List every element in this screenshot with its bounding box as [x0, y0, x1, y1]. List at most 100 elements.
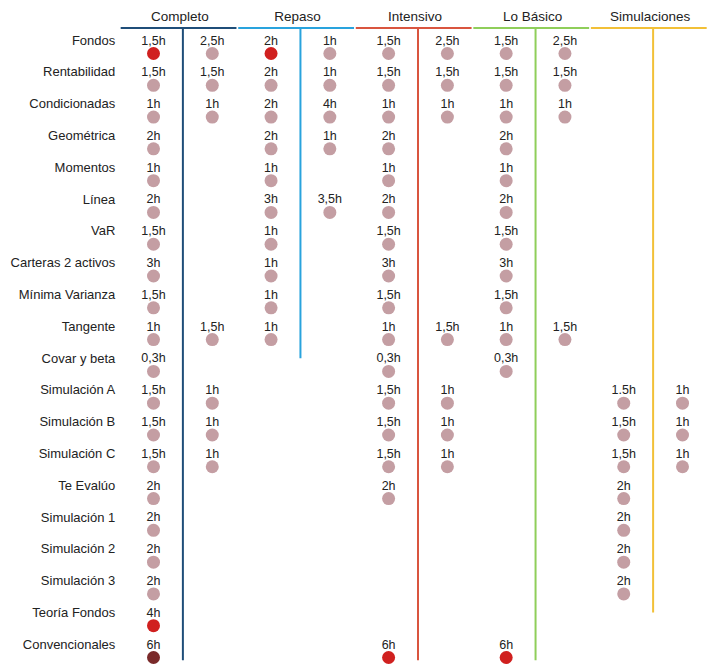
svg-text:1h: 1h: [499, 97, 513, 111]
svg-text:1,5h: 1,5h: [141, 415, 165, 429]
svg-text:6h: 6h: [147, 638, 161, 652]
svg-text:1h: 1h: [264, 320, 278, 334]
svg-text:1,5h: 1,5h: [435, 65, 459, 79]
svg-text:Línea: Línea: [83, 192, 116, 207]
svg-text:Intensivo: Intensivo: [388, 9, 442, 24]
svg-text:1,5h: 1,5h: [376, 65, 400, 79]
svg-text:1,5h: 1,5h: [141, 65, 165, 79]
svg-text:1,5h: 1,5h: [141, 288, 165, 302]
svg-text:Condicionadas: Condicionadas: [29, 96, 116, 111]
svg-text:1,5h: 1,5h: [376, 34, 400, 48]
svg-text:3,5h: 3,5h: [318, 192, 342, 206]
svg-text:1,5h: 1,5h: [553, 320, 577, 334]
svg-text:Simulación B: Simulación B: [39, 414, 115, 429]
svg-text:2h: 2h: [499, 192, 513, 206]
svg-text:6h: 6h: [499, 638, 513, 652]
svg-text:1h: 1h: [147, 320, 161, 334]
svg-text:2h: 2h: [147, 574, 161, 588]
svg-text:Te Evalúo: Te Evalúo: [58, 478, 115, 493]
svg-text:Completo: Completo: [151, 9, 209, 24]
svg-text:1,5h: 1,5h: [141, 447, 165, 461]
svg-text:1,5h: 1,5h: [376, 383, 400, 397]
svg-text:Teoría Fondos: Teoría Fondos: [32, 605, 116, 620]
svg-text:Rentabilidad: Rentabilidad: [43, 64, 115, 79]
svg-text:2h: 2h: [264, 129, 278, 143]
svg-text:2h: 2h: [382, 479, 396, 493]
svg-text:1,5h: 1,5h: [435, 320, 459, 334]
svg-text:1h: 1h: [147, 161, 161, 175]
svg-text:1h: 1h: [676, 383, 690, 397]
svg-text:2h: 2h: [264, 97, 278, 111]
svg-text:1h: 1h: [440, 415, 454, 429]
svg-text:1,5h: 1,5h: [200, 320, 224, 334]
svg-text:1,5h: 1,5h: [376, 224, 400, 238]
svg-text:1h: 1h: [499, 320, 513, 334]
svg-text:1h: 1h: [205, 97, 219, 111]
svg-text:1h: 1h: [147, 97, 161, 111]
svg-text:2h: 2h: [617, 510, 631, 524]
svg-text:1h: 1h: [323, 129, 337, 143]
svg-text:2h: 2h: [382, 192, 396, 206]
svg-text:Simulación C: Simulación C: [39, 446, 116, 461]
svg-text:2h: 2h: [617, 574, 631, 588]
svg-text:6h: 6h: [382, 638, 396, 652]
svg-text:1,5h: 1,5h: [494, 34, 518, 48]
svg-text:1,5h: 1,5h: [376, 415, 400, 429]
svg-text:Geométrica: Geométrica: [48, 128, 116, 143]
svg-text:1,5h: 1,5h: [376, 447, 400, 461]
svg-text:Simulación 1: Simulación 1: [41, 510, 115, 525]
svg-text:3h: 3h: [382, 256, 396, 270]
svg-text:0,3h: 0,3h: [494, 351, 518, 365]
svg-text:1,5h: 1,5h: [612, 415, 636, 429]
svg-text:2h: 2h: [147, 192, 161, 206]
svg-text:1,5h: 1,5h: [494, 288, 518, 302]
svg-text:2h: 2h: [147, 129, 161, 143]
svg-text:2,5h: 2,5h: [553, 34, 577, 48]
svg-text:1,5h: 1,5h: [494, 65, 518, 79]
svg-text:Fondos: Fondos: [72, 33, 116, 48]
svg-text:Covar y beta: Covar y beta: [42, 351, 116, 366]
svg-text:1h: 1h: [264, 161, 278, 175]
svg-text:Mínima Varianza: Mínima Varianza: [19, 287, 116, 302]
svg-text:4h: 4h: [147, 606, 161, 620]
svg-text:1,5h: 1,5h: [200, 65, 224, 79]
svg-text:3h: 3h: [499, 256, 513, 270]
svg-text:1h: 1h: [440, 97, 454, 111]
svg-text:2h: 2h: [617, 542, 631, 556]
svg-text:1h: 1h: [264, 288, 278, 302]
svg-text:1h: 1h: [264, 256, 278, 270]
svg-text:Tangente: Tangente: [62, 319, 116, 334]
svg-text:Carteras 2 activos: Carteras 2 activos: [11, 255, 116, 270]
svg-text:1h: 1h: [382, 161, 396, 175]
svg-text:1h: 1h: [558, 97, 572, 111]
svg-text:Simulación 2: Simulación 2: [41, 541, 115, 556]
svg-text:Convencionales: Convencionales: [23, 637, 116, 652]
svg-text:1,5h: 1,5h: [141, 224, 165, 238]
svg-text:1h: 1h: [676, 447, 690, 461]
svg-text:2h: 2h: [499, 129, 513, 143]
svg-text:2,5h: 2,5h: [435, 34, 459, 48]
svg-text:2h: 2h: [617, 479, 631, 493]
svg-text:2h: 2h: [264, 34, 278, 48]
svg-text:VaR: VaR: [91, 223, 115, 238]
svg-text:1h: 1h: [205, 447, 219, 461]
svg-text:1h: 1h: [382, 97, 396, 111]
svg-text:3h: 3h: [264, 192, 278, 206]
svg-text:1h: 1h: [264, 224, 278, 238]
svg-text:1,5h: 1,5h: [141, 34, 165, 48]
svg-text:3h: 3h: [147, 256, 161, 270]
svg-text:2h: 2h: [264, 65, 278, 79]
svg-text:Simulación A: Simulación A: [40, 382, 115, 397]
svg-text:1,5h: 1,5h: [494, 224, 518, 238]
svg-text:Repaso: Repaso: [274, 9, 321, 24]
svg-text:1h: 1h: [205, 415, 219, 429]
svg-text:1h: 1h: [205, 383, 219, 397]
svg-text:Lo Básico: Lo Básico: [503, 9, 562, 24]
svg-text:1h: 1h: [382, 320, 396, 334]
svg-text:Momentos: Momentos: [55, 160, 116, 175]
svg-text:2h: 2h: [147, 542, 161, 556]
svg-text:1.5h: 1.5h: [612, 383, 636, 397]
svg-text:1,5h: 1,5h: [553, 65, 577, 79]
svg-text:0,3h: 0,3h: [376, 351, 400, 365]
svg-text:1h: 1h: [440, 383, 454, 397]
